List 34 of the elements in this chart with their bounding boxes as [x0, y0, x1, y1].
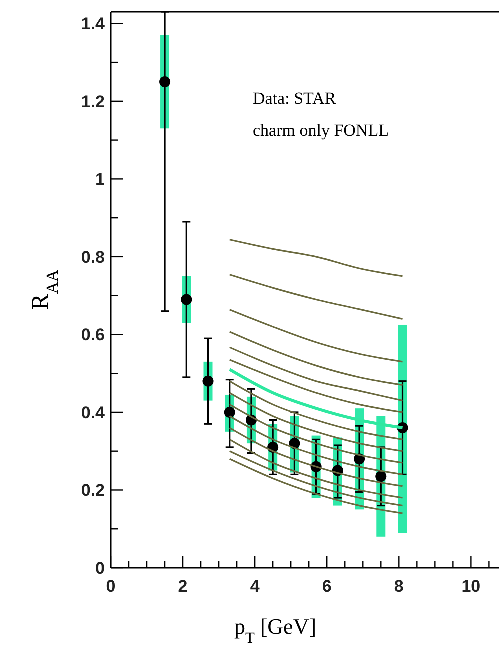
point — [160, 76, 171, 88]
x-axis-title: p$_{T}$ [GeV] — [234, 614, 317, 646]
x-tick-label: 6 — [322, 577, 332, 596]
line-series — [229, 274, 404, 320]
x-tick-label: 2 — [178, 577, 188, 596]
x-tick-label: 10 — [462, 577, 481, 596]
point — [376, 471, 387, 482]
y-tick-label: 1.4 — [81, 14, 106, 34]
annotation: charm only FONLL — [253, 121, 389, 140]
y-tick-label: 0 — [96, 559, 105, 578]
line-series — [229, 380, 404, 440]
line-series — [229, 239, 404, 278]
x-tick-label: 8 — [394, 577, 404, 596]
y-tick-label: 0.6 — [81, 326, 105, 345]
point — [224, 406, 236, 418]
line-series — [229, 392, 404, 452]
line-series — [229, 450, 404, 507]
line-series — [229, 458, 404, 514]
y-tick-label: 1 — [96, 170, 105, 190]
annotation: Data: STAR — [253, 89, 337, 108]
line-series — [229, 346, 404, 402]
y-tick-label: 0.2 — [81, 481, 105, 500]
x-tick-label: 4 — [250, 577, 260, 596]
line-series — [229, 404, 404, 464]
line-series — [229, 438, 404, 499]
point — [181, 294, 192, 306]
y-tick-label: 1.2 — [81, 92, 105, 112]
line-series — [229, 359, 404, 414]
y-tick-label: 0.8 — [81, 248, 105, 267]
line-series — [229, 427, 404, 488]
point — [202, 376, 214, 387]
y-tick-label: 0.4 — [81, 403, 106, 422]
line-series — [229, 309, 404, 363]
line-series — [229, 331, 404, 386]
